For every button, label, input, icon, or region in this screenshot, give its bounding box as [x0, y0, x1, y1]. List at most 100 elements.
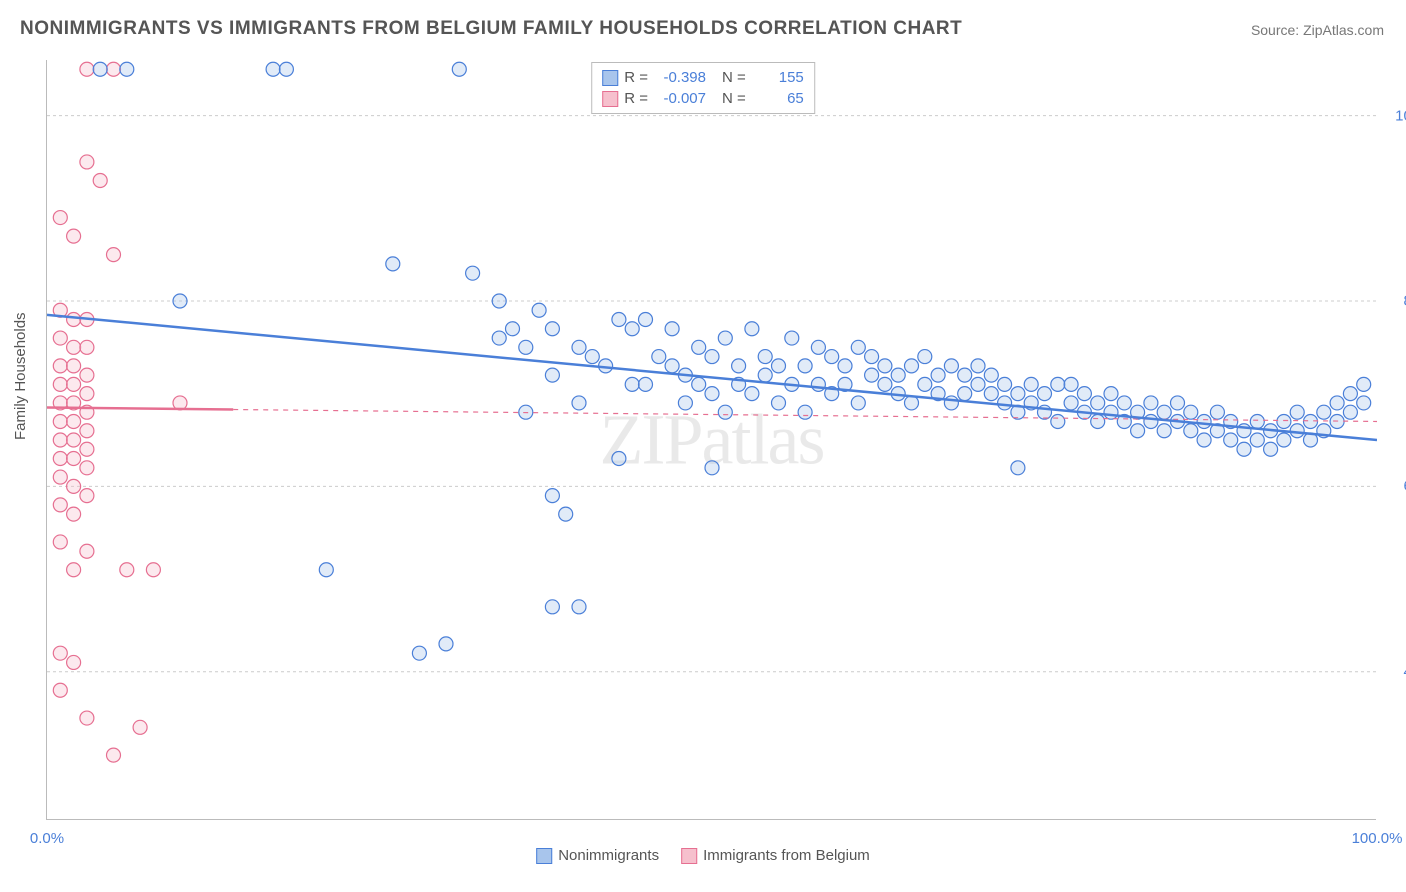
data-point: [53, 377, 67, 391]
data-point: [1064, 377, 1078, 391]
data-point: [825, 350, 839, 364]
data-point: [67, 229, 81, 243]
data-point: [958, 387, 972, 401]
data-point: [1357, 377, 1371, 391]
legend-n-label: N =: [722, 69, 746, 86]
legend-row: R =-0.007N =65: [602, 88, 804, 109]
data-point: [705, 387, 719, 401]
data-point: [1038, 387, 1052, 401]
legend-r-label: R =: [624, 90, 648, 107]
data-point: [625, 322, 639, 336]
legend-item: Immigrants from Belgium: [681, 847, 870, 864]
data-point: [665, 359, 679, 373]
data-point: [705, 461, 719, 475]
chart-container: NONIMMIGRANTS VS IMMIGRANTS FROM BELGIUM…: [0, 0, 1406, 892]
data-point: [984, 387, 998, 401]
data-point: [80, 340, 94, 354]
data-point: [492, 331, 506, 345]
data-point: [1343, 387, 1357, 401]
data-point: [67, 563, 81, 577]
legend-r-value: -0.398: [654, 69, 706, 86]
data-point: [625, 377, 639, 391]
data-point: [173, 294, 187, 308]
data-point: [1250, 433, 1264, 447]
data-point: [67, 359, 81, 373]
data-point: [107, 248, 121, 262]
data-point: [785, 331, 799, 345]
data-point: [865, 368, 879, 382]
data-point: [585, 350, 599, 364]
data-point: [1330, 396, 1344, 410]
data-point: [1077, 387, 1091, 401]
data-point: [851, 340, 865, 354]
data-point: [1051, 377, 1065, 391]
data-point: [918, 350, 932, 364]
data-point: [652, 350, 666, 364]
data-point: [1011, 461, 1025, 475]
data-point: [146, 563, 160, 577]
data-point: [67, 433, 81, 447]
data-point: [439, 637, 453, 651]
data-point: [53, 683, 67, 697]
data-point: [865, 350, 879, 364]
plot-area: ZIPatlas 40.0%60.0%80.0%100.0%0.0%100.0%: [46, 60, 1376, 820]
series-legend: Nonimmigrants Immigrants from Belgium: [536, 847, 870, 864]
data-point: [851, 396, 865, 410]
legend-swatch: [602, 91, 618, 107]
data-point: [1357, 396, 1371, 410]
data-point: [80, 424, 94, 438]
data-point: [80, 387, 94, 401]
data-point: [772, 359, 786, 373]
chart-title: NONIMMIGRANTS VS IMMIGRANTS FROM BELGIUM…: [20, 18, 962, 40]
data-point: [120, 563, 134, 577]
data-point: [1144, 414, 1158, 428]
y-tick-label: 100.0%: [1386, 107, 1406, 124]
data-point: [67, 377, 81, 391]
source-label: Source: ZipAtlas.com: [1251, 22, 1384, 38]
data-point: [1277, 433, 1291, 447]
legend-r-label: R =: [624, 69, 648, 86]
data-point: [266, 62, 280, 76]
legend-n-value: 65: [752, 90, 804, 107]
data-point: [1250, 414, 1264, 428]
data-point: [519, 340, 533, 354]
data-point: [80, 442, 94, 456]
data-point: [1277, 414, 1291, 428]
data-point: [811, 377, 825, 391]
data-point: [67, 655, 81, 669]
data-point: [944, 359, 958, 373]
legend-swatch: [681, 848, 697, 864]
data-point: [1290, 424, 1304, 438]
data-point: [905, 359, 919, 373]
data-point: [386, 257, 400, 271]
data-point: [545, 368, 559, 382]
data-point: [53, 331, 67, 345]
data-point: [1024, 377, 1038, 391]
data-point: [67, 313, 81, 327]
data-point: [545, 600, 559, 614]
data-point: [1091, 414, 1105, 428]
legend-label: Immigrants from Belgium: [703, 847, 870, 864]
data-point: [1171, 396, 1185, 410]
data-point: [1197, 433, 1211, 447]
x-tick-label: 100.0%: [1352, 830, 1403, 847]
data-point: [838, 359, 852, 373]
data-point: [80, 368, 94, 382]
legend-swatch: [536, 848, 552, 864]
data-point: [1091, 396, 1105, 410]
data-point: [971, 359, 985, 373]
data-point: [878, 359, 892, 373]
data-point: [1237, 442, 1251, 456]
data-point: [958, 368, 972, 382]
data-point: [692, 377, 706, 391]
data-point: [1197, 414, 1211, 428]
data-point: [878, 377, 892, 391]
data-point: [93, 62, 107, 76]
legend-item: Nonimmigrants: [536, 847, 659, 864]
data-point: [107, 62, 121, 76]
legend-n-label: N =: [722, 90, 746, 107]
x-tick-label: 0.0%: [30, 830, 64, 847]
data-point: [718, 331, 732, 345]
data-point: [639, 377, 653, 391]
data-point: [971, 377, 985, 391]
